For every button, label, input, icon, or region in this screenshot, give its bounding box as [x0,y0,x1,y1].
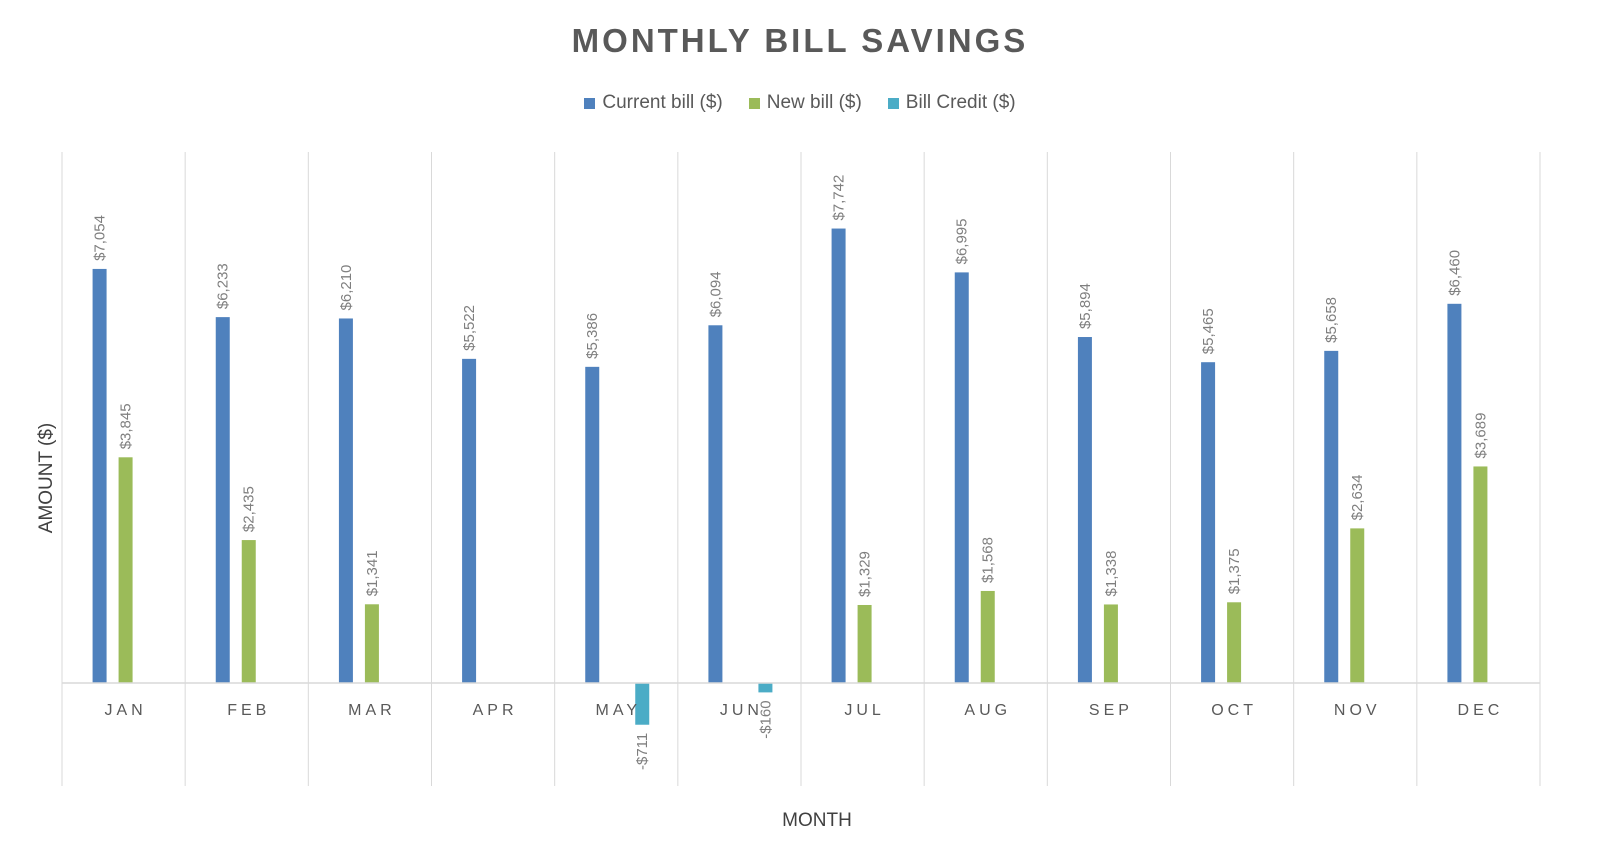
bars [92,228,1488,725]
bar-new-bill-feb [241,540,256,683]
month-label-jun: JUN [720,702,763,719]
month-label-aug: AUG [964,702,1011,719]
data-label-current-bill-jul: $7,742 [831,175,848,221]
data-label-bill-credit-may: -$711 [634,733,651,770]
bar-new-bill-mar [364,604,379,683]
legend-swatch-bill-credit [887,97,899,109]
data-label-new-bill-dec: $3,689 [1472,413,1489,459]
month-label-dec: DEC [1458,702,1504,719]
data-label-current-bill-sep: $5,894 [1077,283,1094,329]
data-label-new-bill-mar: $1,341 [364,550,381,596]
bar-current-bill-sep [1077,337,1092,683]
data-label-new-bill-jul: $1,329 [857,551,874,597]
bar-new-bill-sep [1103,604,1118,683]
bar-new-bill-jul [857,604,872,683]
data-label-current-bill-oct: $5,465 [1200,308,1217,354]
bar-new-bill-jan [118,457,133,683]
legend-item-bill-credit: Bill Credit ($) [887,92,1016,114]
data-label-current-bill-aug: $6,995 [954,219,971,265]
data-labels: $7,054 $6,233 $6,210 $5,522 $5,386 $6,094 $7,7… [92,175,1490,770]
data-label-new-bill-oct: $1,375 [1226,548,1243,594]
bar-current-bill-feb [215,317,230,683]
bar-new-bill-dec [1473,466,1488,683]
data-label-current-bill-may: $5,386 [584,313,601,359]
legend: Current bill ($) New bill ($) Bill Credi… [0,92,1600,114]
legend-label-bill-credit: Bill Credit ($) [905,92,1016,113]
bar-new-bill-oct [1227,602,1242,683]
bar-current-bill-jun [708,325,723,683]
data-label-current-bill-dec: $6,460 [1446,250,1463,296]
data-label-current-bill-jan: $7,054 [92,215,109,261]
data-label-bill-credit-jun: -$160 [757,700,774,738]
bar-current-bill-jan [92,268,107,683]
month-label-jul: JUL [844,702,884,719]
data-label-new-bill-nov: $2,634 [1349,474,1366,520]
data-label-new-bill-sep: $1,338 [1103,551,1120,597]
data-label-current-bill-mar: $6,210 [338,265,355,311]
chart-title: MONTHLY BILL SAVINGS [571,22,1029,59]
data-label-current-bill-jun: $6,094 [707,271,724,317]
month-label-apr: APR [473,702,518,719]
legend-item-new-bill: New bill ($) [748,92,862,114]
data-label-current-bill-apr: $5,522 [461,305,478,351]
bar-new-bill-aug [980,590,995,683]
bar-bill-credit-may [635,683,650,725]
bar-current-bill-jul [831,228,846,683]
bar-current-bill-oct [1201,362,1216,683]
bar-bill-credit-jun [758,683,773,693]
month-label-oct: OCT [1211,702,1257,719]
data-label-new-bill-aug: $1,568 [980,537,997,583]
bar-current-bill-nov [1324,350,1339,683]
legend-label-current-bill: Current bill ($) [602,92,723,113]
bar-current-bill-mar [338,318,353,683]
legend-label-new-bill: New bill ($) [766,92,862,113]
month-label-may: MAY [596,702,641,719]
gridlines [61,152,1541,786]
x-axis-title: MONTH [782,810,852,831]
month-labels: JAN FEB MAR APR MAY JUN JUL AUG SEP OCT NOV DEC [104,702,1504,719]
bar-current-bill-may [585,366,600,683]
bar-current-bill-aug [954,272,969,683]
month-label-mar: MAR [348,702,396,719]
month-label-nov: NOV [1334,702,1381,719]
y-axis-title: AMOUNT ($) [36,423,57,533]
bar-current-bill-apr [462,358,477,683]
legend-swatch-new-bill [748,97,760,109]
legend-swatch-current-bill [584,97,596,109]
data-label-new-bill-feb: $2,435 [241,486,258,532]
data-label-current-bill-feb: $6,233 [215,263,232,309]
data-label-current-bill-nov: $5,658 [1323,297,1340,343]
month-label-feb: FEB [227,702,270,719]
bar-current-bill-dec [1447,303,1462,683]
month-label-sep: SEP [1089,702,1133,719]
bar-new-bill-nov [1350,528,1365,683]
month-label-jan: JAN [104,702,146,719]
legend-item-current-bill: Current bill ($) [584,92,723,114]
data-label-new-bill-jan: $3,845 [118,403,135,449]
